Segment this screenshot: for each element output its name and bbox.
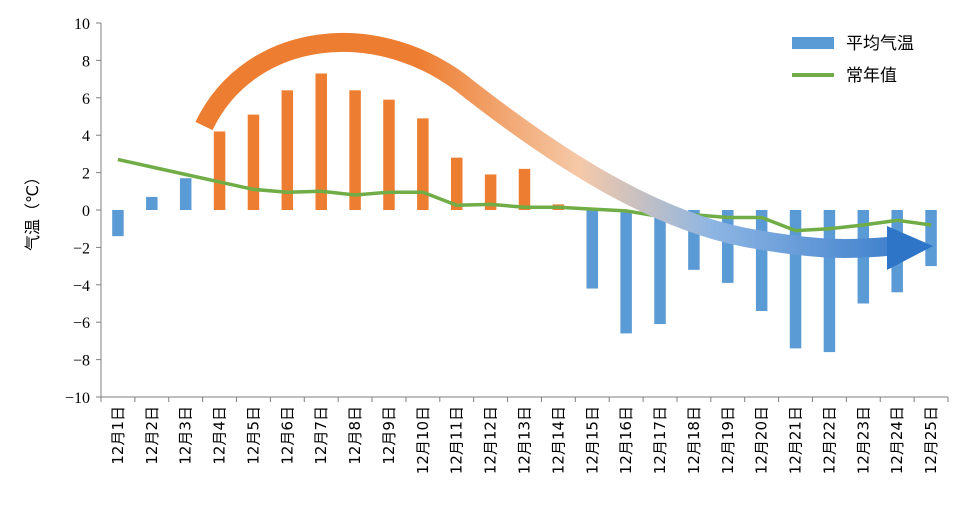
line-series bbox=[117, 157, 932, 233]
x-tick-label: 12月7日 bbox=[312, 406, 330, 465]
y-tick-label: 10 bbox=[74, 16, 90, 33]
y-axis-ticks: 10 8 6 4 2 0 −2 −4 −6 −8 −10 bbox=[65, 16, 90, 407]
legend-swatch-mean bbox=[792, 37, 834, 49]
y-tick-label: 4 bbox=[82, 128, 90, 145]
x-tick-label: 12月17日 bbox=[651, 406, 669, 474]
line-normal bbox=[117, 157, 932, 233]
x-tick-label: 12月8日 bbox=[346, 406, 364, 465]
x-axis-ticks: 12月1日 12月2日 12月3日 12月4日 12月5日 12月6日 12月7日 12月8日… bbox=[109, 406, 940, 474]
x-tick-label: 12月9日 bbox=[380, 406, 398, 465]
x-tick-label: 12月19日 bbox=[719, 406, 737, 474]
trend-arrow bbox=[195, 32, 933, 270]
x-tick-label: 12月16日 bbox=[617, 406, 635, 474]
x-tick-label: 12月2日 bbox=[143, 406, 161, 465]
bar-mean-temp bbox=[518, 168, 531, 210]
bar-mean-temp bbox=[688, 210, 700, 270]
x-tick-label: 12月5日 bbox=[244, 406, 262, 465]
bar-mean-temp bbox=[654, 210, 666, 325]
x-tick-label: 12月13日 bbox=[516, 406, 534, 474]
bar-mean-temp bbox=[112, 210, 124, 237]
bar-mean-temp bbox=[620, 210, 632, 334]
y-tick-label: 6 bbox=[82, 91, 90, 108]
x-tick-label: 12月23日 bbox=[854, 406, 872, 474]
x-tick-label: 12月10日 bbox=[414, 406, 432, 474]
x-tick-label: 12月24日 bbox=[888, 406, 906, 474]
x-tick-label: 12月22日 bbox=[820, 406, 838, 474]
x-tick-label: 12月20日 bbox=[753, 406, 771, 474]
y-tick-label: −2 bbox=[73, 240, 90, 257]
bar-mean-temp bbox=[450, 157, 463, 210]
y-tick-label: 0 bbox=[82, 203, 90, 220]
y-tick-label: −6 bbox=[73, 315, 90, 332]
bar-mean-temp bbox=[417, 118, 429, 210]
bar-mean-temp bbox=[281, 90, 294, 210]
x-tick-label: 12月21日 bbox=[787, 406, 805, 474]
bar-series bbox=[112, 73, 937, 353]
trend-arrow-head bbox=[887, 226, 933, 270]
x-tick-label: 12月14日 bbox=[549, 406, 567, 474]
x-tick-label: 12月25日 bbox=[922, 406, 940, 474]
x-tick-label: 12月12日 bbox=[482, 406, 500, 474]
x-tick-label: 12月6日 bbox=[278, 406, 296, 465]
bar-mean-temp bbox=[755, 210, 768, 311]
bar-mean-temp bbox=[484, 174, 497, 210]
bar-mean-temp bbox=[789, 210, 802, 349]
y-tick-label: 2 bbox=[82, 166, 90, 183]
bar-mean-temp bbox=[315, 73, 327, 211]
trend-arrow-body bbox=[195, 32, 894, 258]
bar-mean-temp bbox=[349, 90, 361, 210]
y-tick-label: −4 bbox=[73, 278, 90, 295]
legend: 平均气温 常年值 bbox=[792, 34, 914, 86]
x-tick-label: 12月15日 bbox=[583, 406, 601, 474]
bar-mean-temp bbox=[213, 131, 226, 210]
x-tick-label: 12月4日 bbox=[211, 406, 229, 465]
bar-mean-temp bbox=[823, 210, 836, 353]
y-tick-label: −10 bbox=[65, 390, 90, 407]
bar-mean-temp bbox=[247, 114, 260, 210]
y-tick-label: −8 bbox=[73, 353, 90, 370]
bar-mean-temp bbox=[925, 210, 937, 267]
axes bbox=[96, 22, 949, 402]
legend-label-mean: 平均气温 bbox=[846, 34, 914, 54]
bar-mean-temp bbox=[146, 196, 158, 210]
legend-label-normal: 常年值 bbox=[846, 66, 897, 86]
bar-mean-temp bbox=[179, 178, 192, 210]
bar-mean-temp bbox=[586, 210, 599, 289]
x-tick-label: 12月11日 bbox=[448, 406, 466, 474]
bar-mean-temp bbox=[722, 210, 734, 283]
x-tick-label: 12月18日 bbox=[685, 406, 703, 474]
bar-mean-temp bbox=[383, 99, 395, 210]
y-axis-label: 气温（℃） bbox=[23, 169, 42, 251]
x-tick-label: 12月1日 bbox=[109, 406, 127, 465]
x-tick-label: 12月3日 bbox=[177, 406, 195, 465]
y-tick-label: 8 bbox=[82, 53, 90, 70]
